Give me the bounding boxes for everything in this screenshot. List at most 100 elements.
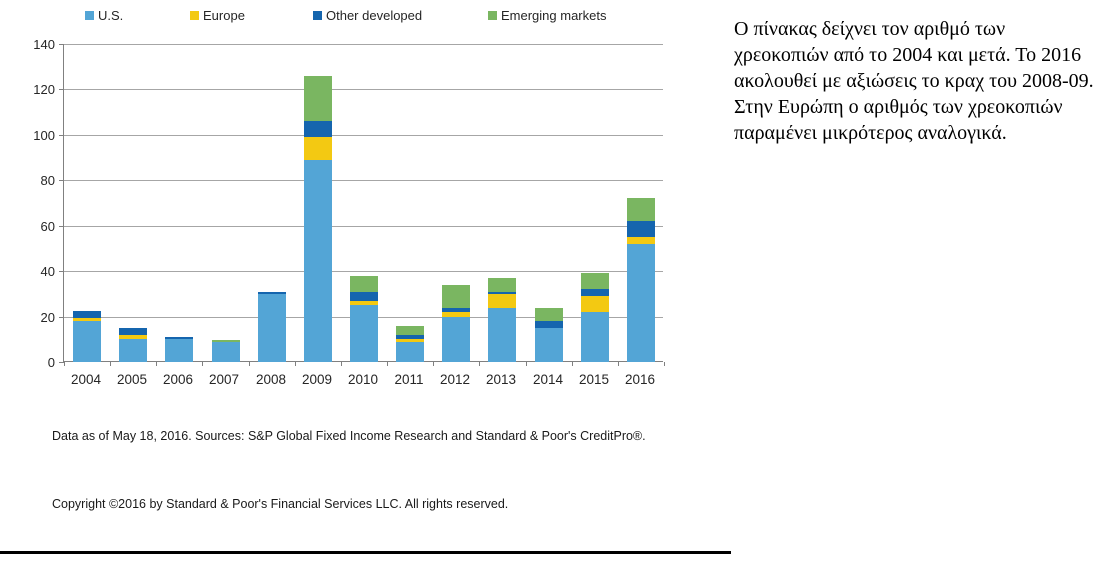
x-axis-tick-label: 2004 <box>70 372 102 387</box>
legend-item-other-developed: Other developed <box>313 8 422 23</box>
gridline-100 <box>64 135 663 136</box>
legend-label-europe: Europe <box>203 8 245 23</box>
commentary-paragraph-2: Στην Ευρώπη ο αριθμός των χρεοκοπιών παρ… <box>734 96 1063 144</box>
x-axis-tick-label: 2009 <box>301 372 333 387</box>
x-axis-tick-label: 2006 <box>162 372 194 387</box>
x-axis-tick-label: 2012 <box>439 372 471 387</box>
legend-label-other-developed: Other developed <box>326 8 423 23</box>
copyright-note: Copyright ©2016 by Standard & Poor's Fin… <box>52 497 509 511</box>
bar-segment-2005-u-s- <box>119 339 147 362</box>
bar-segment-2013-europe <box>488 293 516 308</box>
bar-segment-2013-u-s- <box>488 307 516 362</box>
y-tick-mark <box>59 89 64 90</box>
bar-segment-2014-other-developed <box>535 321 563 328</box>
y-axis-tick-label: 80 <box>40 173 55 188</box>
bar-segment-2016-other-developed <box>627 221 655 238</box>
x-tick-mark <box>572 362 573 366</box>
bar-segment-2016-u-s- <box>627 243 655 362</box>
chart-legend: U.S. Europe Other developed Emerging mar… <box>0 8 700 28</box>
bar-segment-2010-u-s- <box>350 305 378 362</box>
bar-segment-2014-u-s- <box>535 327 563 362</box>
legend-label-emerging-markets: Emerging markets <box>501 8 607 23</box>
defaults-bar-chart: U.S. Europe Other developed Emerging mar… <box>0 8 731 554</box>
x-tick-mark <box>433 362 434 366</box>
bar-segment-2010-europe <box>350 300 378 306</box>
bar-segment-2015-europe <box>581 296 609 313</box>
bar-segment-2009-emerging-markets <box>304 75 332 122</box>
bar-segment-2006-u-s- <box>165 339 193 362</box>
commentary-paragraph-1: Ο πίνακας δείχνει τον αριθμό των χρεοκοπ… <box>734 18 1094 92</box>
bar-segment-2011-emerging-markets <box>396 325 424 335</box>
bar-segment-2007-u-s- <box>212 341 240 362</box>
x-axis-tick-label: 2007 <box>208 372 240 387</box>
europe-color-swatch-icon <box>190 11 199 20</box>
bar-segment-2013-other-developed <box>488 291 516 294</box>
x-tick-mark <box>526 362 527 366</box>
y-axis-tick-label: 120 <box>33 82 55 97</box>
y-axis-labels: 0 20 40 60 80 100 120 140 <box>0 37 55 370</box>
y-tick-mark <box>59 44 64 45</box>
y-tick-mark <box>59 226 64 227</box>
y-axis-tick-label: 20 <box>40 310 55 325</box>
greek-commentary: Ο πίνακας δείχνει τον αριθμό των χρεοκοπ… <box>734 16 1100 146</box>
emerging-markets-color-swatch-icon <box>488 11 497 20</box>
y-tick-mark <box>59 362 64 363</box>
bar-segment-2016-emerging-markets <box>627 198 655 222</box>
y-tick-mark <box>59 135 64 136</box>
legend-item-emerging-markets: Emerging markets <box>488 8 606 23</box>
y-tick-mark <box>59 271 64 272</box>
y-axis-tick-label: 0 <box>47 355 55 370</box>
divider-line <box>0 551 731 554</box>
bar-segment-2004-u-s- <box>73 321 101 362</box>
bar-segment-2007-emerging-markets <box>212 340 240 342</box>
bar-segment-2012-u-s- <box>442 316 470 362</box>
us-color-swatch-icon <box>85 11 94 20</box>
bar-segment-2015-other-developed <box>581 289 609 297</box>
bar-segment-2011-europe <box>396 339 424 342</box>
bar-segment-2006-other-developed <box>165 337 193 340</box>
x-axis-tick-label: 2013 <box>485 372 517 387</box>
x-axis-tick-label: 2014 <box>532 372 564 387</box>
bar-segment-2008-u-s- <box>258 293 286 362</box>
other-developed-color-swatch-icon <box>313 11 322 20</box>
bar-segment-2005-other-developed <box>119 327 147 335</box>
bar-segment-2012-emerging-markets <box>442 284 470 308</box>
x-axis-tick-label: 2016 <box>624 372 656 387</box>
y-tick-mark <box>59 317 64 318</box>
x-tick-mark <box>295 362 296 366</box>
x-tick-mark <box>664 362 665 366</box>
bar-segment-2009-europe <box>304 137 332 160</box>
x-axis-tick-label: 2005 <box>116 372 148 387</box>
x-tick-mark <box>618 362 619 366</box>
x-axis-labels: 2004 2005 2006 2007 2008 2009 2010 2011 2012 2013… <box>63 372 663 390</box>
bar-segment-2009-other-developed <box>304 121 332 138</box>
x-tick-mark <box>64 362 65 366</box>
bar-segment-2004-europe <box>73 317 101 322</box>
x-tick-mark <box>249 362 250 366</box>
bar-segment-2013-emerging-markets <box>488 277 516 292</box>
legend-item-us: U.S. <box>85 8 123 23</box>
bar-segment-2015-u-s- <box>581 312 609 362</box>
y-axis-tick-label: 100 <box>33 128 55 143</box>
x-tick-mark <box>202 362 203 366</box>
bar-segment-2009-u-s- <box>304 159 332 362</box>
x-tick-mark <box>110 362 111 366</box>
gridline-140 <box>64 44 663 45</box>
bar-segment-2016-europe <box>627 237 655 244</box>
legend-label-us: U.S. <box>98 8 124 23</box>
x-tick-mark <box>479 362 480 366</box>
x-tick-mark <box>156 362 157 366</box>
x-axis-tick-label: 2015 <box>578 372 610 387</box>
bar-segment-2010-other-developed <box>350 291 378 301</box>
bar-segment-2005-europe <box>119 334 147 340</box>
bar-segment-2011-u-s- <box>396 341 424 362</box>
bar-segment-2015-emerging-markets <box>581 273 609 290</box>
x-tick-mark <box>387 362 388 366</box>
y-axis-tick-label: 140 <box>33 37 55 52</box>
bar-segment-2004-other-developed <box>73 310 101 318</box>
x-axis-tick-label: 2008 <box>255 372 287 387</box>
y-axis-tick-label: 60 <box>40 219 55 234</box>
bar-segment-2014-emerging-markets <box>535 307 563 322</box>
y-tick-mark <box>59 180 64 181</box>
source-note: Data as of May 18, 2016. Sources: S&P Gl… <box>52 429 646 443</box>
